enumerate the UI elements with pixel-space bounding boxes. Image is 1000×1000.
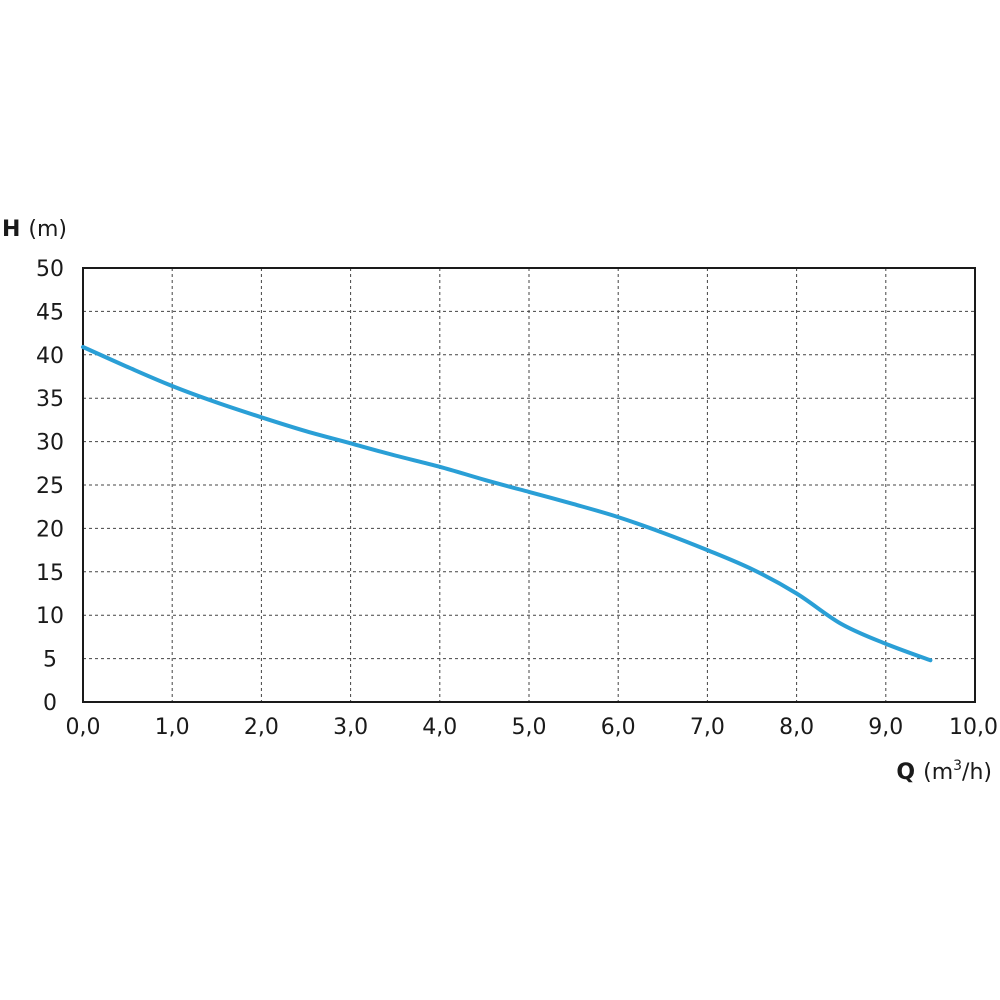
x-tick-label: 8,0 <box>779 715 814 740</box>
y-tick-label: 15 <box>36 561 64 586</box>
x-axis-unit-sup: 3 <box>953 758 962 774</box>
y-tick-label: 30 <box>36 431 64 456</box>
x-tick-label: 3,0 <box>333 715 368 740</box>
x-tick-labels: 0,0 1,0 2,0 3,0 4,0 5,0 6,0 7,0 8,0 9,0 10,0 <box>66 715 999 740</box>
y-tick-label: 10 <box>36 604 64 629</box>
y-tick-labels: 0 5 10 15 20 25 30 35 40 45 50 <box>36 257 64 716</box>
x-axis-label: Q (m3/h) <box>896 758 992 785</box>
plot-frame <box>82 267 976 703</box>
y-axis-unit: (m) <box>28 217 67 242</box>
x-tick-label: 10,0 <box>949 715 998 740</box>
x-axis-symbol: Q <box>896 760 915 785</box>
x-tick-label: 0,0 <box>66 715 101 740</box>
y-tick-label: 50 <box>36 257 64 282</box>
y-axis-symbol: H <box>2 217 20 242</box>
x-axis-unit-post: /h) <box>962 760 992 785</box>
y-tick-label: 5 <box>43 648 57 673</box>
x-tick-label: 1,0 <box>155 715 190 740</box>
x-tick-label: 9,0 <box>868 715 903 740</box>
x-tick-label: 5,0 <box>512 715 547 740</box>
y-tick-label: 20 <box>36 517 64 542</box>
x-tick-label: 4,0 <box>422 715 457 740</box>
y-tick-label: 25 <box>36 474 64 499</box>
x-axis-unit-pre: (m <box>923 760 953 785</box>
y-tick-label: 0 <box>43 691 57 716</box>
grid-lines <box>83 268 975 702</box>
x-tick-label: 7,0 <box>690 715 725 740</box>
y-axis-label: H (m) <box>2 217 67 242</box>
y-tick-label: 45 <box>36 300 64 325</box>
x-tick-label: 2,0 <box>244 715 279 740</box>
x-tick-label: 6,0 <box>601 715 636 740</box>
y-tick-label: 40 <box>36 344 64 369</box>
series-line-head-curve <box>81 345 933 663</box>
y-tick-label: 35 <box>36 387 64 412</box>
